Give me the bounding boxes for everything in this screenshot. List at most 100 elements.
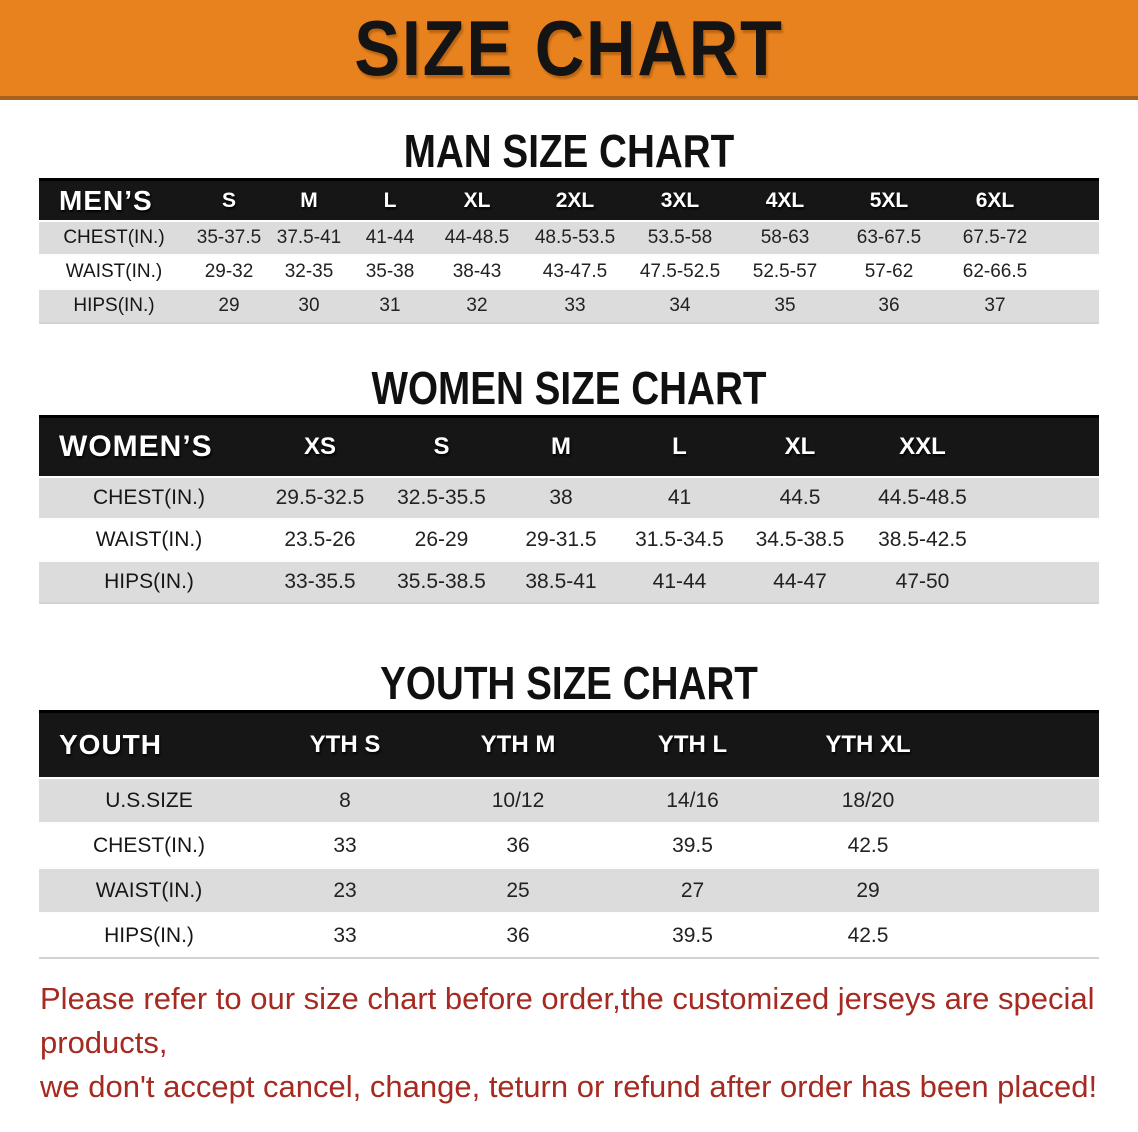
row-label: U.S.SIZE — [105, 788, 193, 812]
size-value-cell: 47.5-52.5 — [639, 261, 721, 283]
column-header: YTH M — [431, 709, 605, 779]
spacer-cell — [1049, 255, 1099, 289]
column-header: 3XL — [627, 177, 733, 222]
spacer-cell — [956, 868, 1099, 913]
size-value-cell: 38.5-42.5 — [878, 527, 967, 551]
size-value-cell: 38-43 — [452, 261, 502, 283]
size-value-cell: 42.5 — [847, 833, 889, 857]
men-section-heading: MAN SIZE CHART — [403, 125, 735, 177]
size-value-cell: 38 — [549, 485, 573, 509]
table-row: CHEST(IN.) 33 36 39.5 42.5 — [39, 823, 1099, 869]
spacer-cell — [984, 519, 1099, 561]
column-header: 6XL — [941, 177, 1049, 222]
size-value-cell: 33 — [333, 833, 357, 857]
row-label: WAIST(IN.) — [95, 878, 203, 902]
column-header: M — [269, 177, 349, 222]
size-value-cell: 35-37.5 — [196, 227, 262, 249]
size-value-cell: 57-62 — [864, 261, 914, 283]
women-section-heading: WOMEN SIZE CHART — [371, 362, 767, 415]
size-value-cell: 8 — [339, 788, 351, 812]
column-header: XXL — [861, 415, 984, 477]
size-value-cell: 52.5-57 — [752, 261, 818, 283]
size-value-cell: 67.5-72 — [962, 227, 1028, 249]
size-value-cell: 25 — [506, 878, 530, 902]
size-value-cell: 34 — [669, 295, 691, 317]
size-value-cell: 31.5-34.5 — [635, 527, 724, 551]
size-value-cell: 23.5-26 — [284, 527, 356, 551]
size-value-cell: 44.5 — [779, 485, 821, 509]
row-label: CHEST(IN.) — [63, 227, 165, 249]
table-row: U.S.SIZE 8 10/12 14/16 18/20 — [39, 778, 1099, 824]
spacer-cell — [984, 561, 1099, 603]
men-size-table: MEN’S S M L XL 2XL 3XL 4XL 5XL 6XL CHEST(IN.) 35-37… — [39, 177, 1099, 325]
row-label: HIPS(IN.) — [104, 923, 194, 947]
size-value-cell: 39.5 — [672, 833, 713, 857]
size-value-cell: 33 — [333, 923, 357, 947]
size-value-cell: 53.5-58 — [647, 227, 713, 249]
column-header: S — [381, 415, 502, 477]
size-value-cell: 36 — [878, 295, 900, 317]
column-header: XL — [739, 415, 861, 477]
table-row: CHEST(IN.) 29.5-32.5 32.5-35.5 38 41 44.5 44.5… — [39, 476, 1099, 519]
size-value-cell: 29-32 — [204, 261, 254, 283]
size-value-cell: 41-44 — [652, 569, 707, 593]
size-value-cell: 34.5-38.5 — [755, 527, 845, 551]
size-value-cell: 38.5-41 — [525, 569, 597, 593]
spacer-cell — [1049, 289, 1099, 323]
size-value-cell: 29.5-32.5 — [275, 485, 365, 509]
size-value-cell: 32-35 — [284, 261, 334, 283]
size-value-cell: 42.5 — [847, 923, 889, 947]
banner-title: SIZE CHART — [354, 3, 784, 92]
column-header: XL — [431, 177, 523, 222]
size-value-cell: 30 — [298, 295, 320, 317]
size-value-cell: 41 — [667, 485, 692, 509]
column-header: XS — [259, 415, 381, 477]
size-value-cell: 33 — [564, 295, 586, 317]
table-corner-label: WOMEN’S — [39, 415, 259, 477]
disclaimer: Please refer to our size chart before or… — [40, 977, 1100, 1109]
size-value-cell: 44-47 — [773, 569, 827, 593]
row-label: WAIST(IN.) — [65, 261, 163, 283]
size-value-cell: 48.5-53.5 — [534, 227, 616, 249]
disclaimer-line-2: we don't accept cancel, change, teturn o… — [40, 1069, 1098, 1105]
row-label: HIPS(IN.) — [73, 295, 155, 317]
table-row: WAIST(IN.) 23.5-26 26-29 29-31.5 31.5-34.5 34… — [39, 518, 1099, 561]
youth-section-heading: YOUTH SIZE CHART — [380, 656, 758, 709]
size-value-cell: 33-35.5 — [284, 569, 356, 593]
column-header: L — [620, 415, 739, 477]
size-value-cell: 35-38 — [365, 261, 415, 283]
spacer-cell — [1049, 221, 1099, 255]
spacer-cell — [956, 709, 1099, 779]
size-value-cell: 44.5-48.5 — [878, 485, 967, 509]
spacer-cell — [956, 913, 1099, 958]
table-corner-label: YOUTH — [39, 709, 259, 779]
size-value-cell: 32.5-35.5 — [397, 485, 486, 509]
size-value-cell: 29-31.5 — [525, 527, 597, 551]
table-row: HIPS(IN.) 33 36 39.5 42.5 — [39, 913, 1099, 959]
size-value-cell: 10/12 — [491, 788, 545, 812]
table-row: HIPS(IN.) 33-35.5 35.5-38.5 38.5-41 41-44 44-… — [39, 560, 1099, 603]
spacer-cell — [984, 415, 1099, 477]
table-row: CHEST(IN.) 35-37.5 37.5-41 41-44 44-48.5 48.5… — [39, 221, 1099, 256]
size-value-cell: 27 — [680, 878, 705, 902]
header-row: YOUTH YTH S YTH M YTH L YTH XL — [39, 709, 1099, 779]
size-value-cell: 23 — [333, 878, 357, 902]
column-header: YTH XL — [780, 709, 956, 779]
size-value-cell: 36 — [506, 923, 530, 947]
table-row: HIPS(IN.) 29 30 31 32 33 34 35 36 37 — [39, 289, 1099, 324]
size-value-cell: 18/20 — [841, 788, 895, 812]
spacer-cell — [956, 778, 1099, 823]
size-value-cell: 62-66.5 — [962, 261, 1028, 283]
size-value-cell: 63-67.5 — [856, 227, 922, 249]
size-chart-banner: SIZE CHART — [0, 0, 1138, 100]
column-header: 5XL — [837, 177, 941, 222]
size-value-cell: 41-44 — [365, 227, 415, 249]
size-value-cell: 44-48.5 — [444, 227, 510, 249]
table-row: WAIST(IN.) 23 25 27 29 — [39, 868, 1099, 914]
size-value-cell: 39.5 — [672, 923, 713, 947]
table-row: WAIST(IN.) 29-32 32-35 35-38 38-43 43-47.5 47.… — [39, 255, 1099, 290]
header-row: MEN’S S M L XL 2XL 3XL 4XL 5XL 6XL — [39, 177, 1099, 222]
column-header: 4XL — [733, 177, 837, 222]
spacer-cell — [1049, 177, 1099, 222]
column-header: YTH L — [605, 709, 780, 779]
